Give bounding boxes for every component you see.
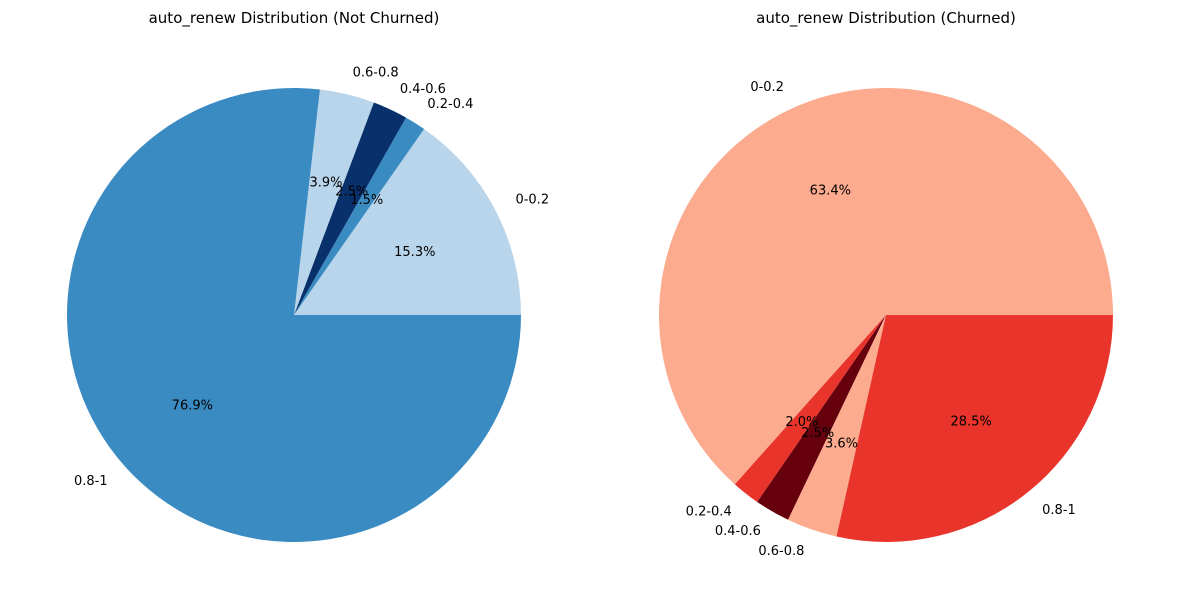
slice-category-label: 0.6-0.8 [758, 544, 804, 559]
pie-slice [294, 117, 425, 316]
pie-slices [658, 87, 1113, 542]
pie-slice [757, 315, 886, 520]
slice-category-label: 0.2-0.4 [686, 504, 732, 519]
slice-category-label: 0.8-1 [1042, 503, 1076, 518]
pie-slices [66, 87, 522, 542]
slice-category-label: 0-0.2 [750, 80, 784, 95]
pie-slice [788, 315, 886, 537]
pie-slice [658, 87, 1113, 485]
slice-category-label: 0.6-0.8 [353, 65, 399, 80]
pie-slice [294, 128, 521, 315]
slice-category-label: 0.2-0.4 [427, 97, 473, 112]
slice-percent-label: 63.4% [810, 184, 851, 199]
slice-percent-label: 3.9% [309, 176, 342, 191]
chart-title: auto_renew Distribution (Not Churned) [149, 9, 440, 28]
slice-category-label: 0-0.2 [515, 193, 549, 208]
slice-percent-label: 2.5% [801, 426, 834, 441]
chart-title: auto_renew Distribution (Churned) [756, 9, 1016, 28]
pie-chart-churned: auto_renew Distribution (Churned) 0-0.2 6… [658, 9, 1113, 559]
slice-percent-label: 2.5% [335, 185, 368, 200]
pie-slice [294, 89, 374, 315]
slice-category-label: 0.4-0.6 [400, 82, 446, 97]
pie-labels: 0-0.2 15.3% 0.2-0.4 1.5% 0.4-0.6 2.5% 0.6-0.8 3… [74, 65, 549, 489]
slice-percent-label: 1.5% [350, 193, 383, 208]
slice-category-label: 0.4-0.6 [715, 524, 761, 539]
pie-slice [836, 315, 1113, 542]
slice-percent-label: 28.5% [951, 414, 992, 429]
pie-labels: 0-0.2 63.4% 0.2-0.4 2.0% 0.4-0.6 2.5% 0.6-0.8 3… [686, 80, 1076, 559]
slice-percent-label: 2.0% [785, 415, 818, 430]
pie-chart-not-churned: auto_renew Distribution (Not Churned) 0-… [66, 9, 549, 542]
pie-slice [734, 315, 886, 502]
slice-percent-label: 15.3% [394, 245, 435, 260]
slice-percent-label: 3.6% [825, 437, 858, 452]
slice-percent-label: 76.9% [172, 399, 213, 414]
pie-slice [66, 87, 522, 542]
slice-category-label: 0.8-1 [74, 474, 108, 489]
pie-slice [294, 102, 407, 315]
